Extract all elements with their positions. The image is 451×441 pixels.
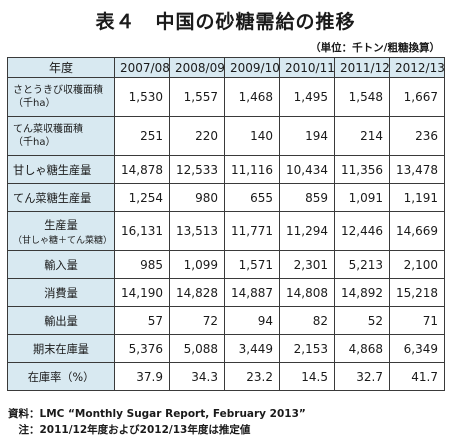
table-cell: 1,468	[224, 77, 280, 117]
table-cell: 12,446	[334, 211, 390, 251]
table-cell: 14,669	[389, 211, 445, 251]
row-label: てん菜糖生産量	[7, 183, 115, 212]
sugar-supply-demand-table: 年度 2007/08 2008/09 2009/10 2010/11 2011/…	[7, 57, 445, 391]
table-row: 甘しゃ糖生産量 14,878 12,533 11,116 10,434 11,3…	[7, 155, 445, 184]
table-cell: 236	[389, 116, 445, 156]
table-cell: 94	[224, 306, 280, 335]
table-cell: 14.5	[279, 362, 335, 391]
year-header: 2009/10	[224, 57, 280, 78]
table-cell: 980	[169, 183, 225, 212]
table-title: 表４ 中国の砂糖需給の推移	[95, 11, 356, 33]
table-cell: 13,478	[389, 155, 445, 184]
year-header: 2008/09	[169, 57, 225, 78]
table-cell: 82	[279, 306, 335, 335]
table-cell: 1,091	[334, 183, 390, 212]
row-label: 在庫率（%）	[7, 362, 115, 391]
year-header: 2007/08	[114, 57, 170, 78]
table-cell: 11,116	[224, 155, 280, 184]
table-cell: 6,349	[389, 334, 445, 363]
table-cell: 220	[169, 116, 225, 156]
table-cell: 1,191	[389, 183, 445, 212]
table-cell: 2,301	[279, 250, 335, 279]
row-label: 輸入量	[7, 250, 115, 279]
table-cell: 14,878	[114, 155, 170, 184]
year-header: 2011/12	[334, 57, 390, 78]
table-cell: 194	[279, 116, 335, 156]
table-cell: 5,376	[114, 334, 170, 363]
table-row: さとうきび収穫面積 （千ha） 1,530 1,557 1,468 1,495 1…	[7, 77, 445, 117]
table-cell: 1,254	[114, 183, 170, 212]
year-header: 2012/13	[389, 57, 445, 78]
row-label-sub: （千ha）	[13, 98, 56, 109]
table-cell: 2,100	[389, 250, 445, 279]
table-row: 期末在庫量 5,376 5,088 3,449 2,153 4,868 6,34…	[7, 334, 445, 363]
row-label: 輸出量	[7, 306, 115, 335]
table-cell: 1,571	[224, 250, 280, 279]
table-cell: 5,213	[334, 250, 390, 279]
row-label-main: てん菜収穫面積	[13, 124, 83, 135]
table-row: てん菜収穫面積 （千ha） 251 220 140 194 214 236	[7, 116, 445, 156]
table-cell: 5,088	[169, 334, 225, 363]
table-cell: 1,548	[334, 77, 390, 117]
table-cell: 1,099	[169, 250, 225, 279]
table-row: 輸入量 985 1,099 1,571 2,301 5,213 2,100	[7, 250, 445, 279]
table-cell: 16,131	[114, 211, 170, 251]
corner-header: 年度	[7, 57, 115, 78]
table-cell: 10,434	[279, 155, 335, 184]
source-note: 資料：LMC “Monthly Sugar Report, February 2…	[8, 408, 306, 420]
table-row: 消費量 14,190 14,828 14,887 14,808 14,892 1…	[7, 278, 445, 307]
table-cell: 4,868	[334, 334, 390, 363]
row-label-main: さとうきび収穫面積	[13, 85, 103, 96]
year-header: 2010/11	[279, 57, 335, 78]
table-cell: 15,218	[389, 278, 445, 307]
table-cell: 34.3	[169, 362, 225, 391]
row-label-main: 生産量	[44, 218, 78, 232]
table-cell: 71	[389, 306, 445, 335]
table-cell: 14,892	[334, 278, 390, 307]
table-cell: 1,530	[114, 77, 170, 117]
table-cell: 11,294	[279, 211, 335, 251]
table-row: 輸出量 57 72 94 82 52 71	[7, 306, 445, 335]
table-cell: 32.7	[334, 362, 390, 391]
row-label: 消費量	[7, 278, 115, 307]
table-cell: 3,449	[224, 334, 280, 363]
table-cell: 41.7	[389, 362, 445, 391]
table-cell: 251	[114, 116, 170, 156]
table-row: てん菜糖生産量 1,254 980 655 859 1,091 1,191	[7, 183, 445, 212]
table-cell: 140	[224, 116, 280, 156]
table-row: 在庫率（%） 37.9 34.3 23.2 14.5 32.7 41.7	[7, 362, 445, 391]
table-cell: 52	[334, 306, 390, 335]
table-cell: 72	[169, 306, 225, 335]
table-cell: 11,356	[334, 155, 390, 184]
table-cell: 214	[334, 116, 390, 156]
table-cell: 23.2	[224, 362, 280, 391]
table-cell: 14,190	[114, 278, 170, 307]
table-cell: 1,495	[279, 77, 335, 117]
row-label-sub: （千ha）	[13, 137, 56, 148]
unit-label: （単位：千トン/粗糖換算）	[310, 42, 440, 54]
footnote: 注：2011/12年度および2012/13年度は推定値	[8, 424, 251, 436]
table-cell: 859	[279, 183, 335, 212]
table-cell: 13,513	[169, 211, 225, 251]
table-cell: 1,667	[389, 77, 445, 117]
table-cell: 14,828	[169, 278, 225, 307]
row-label: 期末在庫量	[7, 334, 115, 363]
table-cell: 2,153	[279, 334, 335, 363]
header-row: 年度 2007/08 2008/09 2009/10 2010/11 2011/…	[7, 57, 445, 78]
table-cell: 12,533	[169, 155, 225, 184]
row-label: さとうきび収穫面積 （千ha）	[7, 77, 115, 117]
table-cell: 985	[114, 250, 170, 279]
table-cell: 37.9	[114, 362, 170, 391]
row-label: てん菜収穫面積 （千ha）	[7, 116, 115, 156]
table-cell: 655	[224, 183, 280, 212]
row-label: 甘しゃ糖生産量	[7, 155, 115, 184]
table-cell: 57	[114, 306, 170, 335]
row-label: 生産量 （甘しゃ糖＋てん菜糖）	[7, 211, 115, 251]
table-row: 生産量 （甘しゃ糖＋てん菜糖） 16,131 13,513 11,771 11,2…	[7, 211, 445, 251]
row-label-sub: （甘しゃ糖＋てん菜糖）	[13, 235, 113, 246]
table-cell: 14,808	[279, 278, 335, 307]
table-cell: 11,771	[224, 211, 280, 251]
table-cell: 1,557	[169, 77, 225, 117]
table-cell: 14,887	[224, 278, 280, 307]
